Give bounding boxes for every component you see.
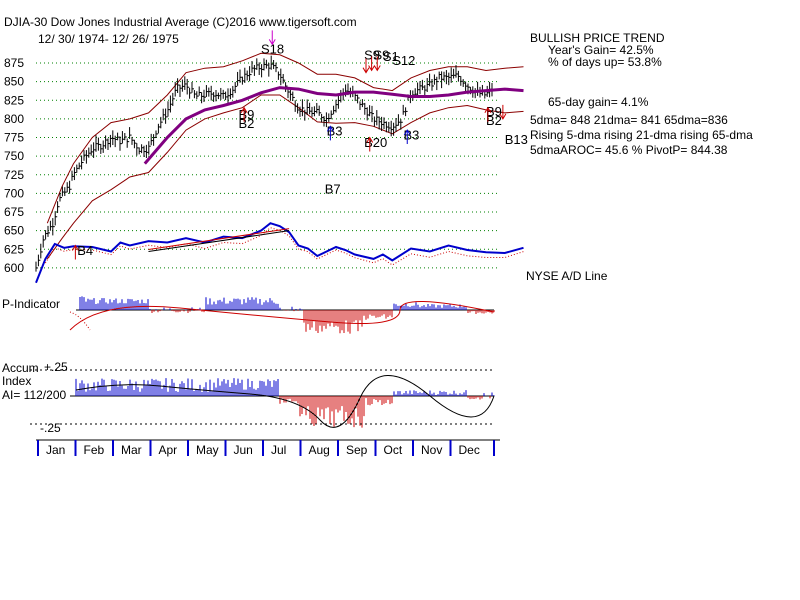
signal-arrow-down [368,56,376,72]
signal-label-b20: B20 [364,135,387,150]
x-tick-label-feb: Feb [84,443,105,457]
plus-025-label: +.25 [44,360,68,374]
y-tick-label-775: 775 [4,131,24,145]
signal-label-s12: S12 [392,53,415,68]
x-tick-label-jan: Jan [46,443,65,457]
signal-arrow-down [499,104,507,120]
ma65-group [143,86,524,165]
signal-arrow-up [71,244,79,260]
y-tick-label-700: 700 [4,186,24,200]
x-tick-label-jun: Jun [234,443,253,457]
signal-label-b2: B2 [486,113,502,128]
y-tick-label-750: 750 [4,149,24,163]
rising-dma: Rising 5-dma rising 21-dma rising 65-dma [530,128,753,142]
signal-label-b3: B3 [404,128,420,143]
days-up: % of days up= 53.8% [548,55,662,69]
price-bars [35,55,494,272]
signal-label-b9: B9 [486,104,502,119]
x-tick-label-apr: Apr [159,443,178,457]
ad-line-label: NYSE A/D Line [526,269,608,283]
gain-65-day: 65-day gain= 4.1% [548,95,649,109]
p-indicator-label: P-Indicator [2,297,60,311]
ad-trendline [148,230,290,252]
dma-values: 5dma= 848 21dma= 841 65dma=836 [530,113,728,127]
x-tick-label-oct: Oct [384,443,403,457]
y-tick-label-675: 675 [4,205,24,219]
signal-label-s1: S1 [383,49,399,64]
signal-label-b4: B4 [77,243,93,258]
signal-label-s18: S18 [261,41,284,56]
minus-025-label: -.25 [40,421,61,435]
signal-label-s9: S9 [364,47,380,62]
x-tick-label-mar: Mar [121,443,142,457]
accum-label: Accum [2,361,39,375]
chart-date-range: 12/ 30/ 1974- 12/ 26/ 1975 [38,32,179,46]
price-grid [36,62,500,269]
p-indicator-dots [69,311,91,331]
accum-ma [75,375,495,428]
y-tick-label-725: 725 [4,168,24,182]
trend-label: BULLISH PRICE TREND [530,31,665,45]
signal-arrow-up [403,129,411,145]
signal-label-b2: B2 [239,116,255,131]
price-bands [46,52,524,260]
x-tick-label-dec: Dec [459,443,480,457]
years-gain: Year's Gain= 42.5% [548,43,654,57]
upper-band-line [46,52,524,224]
y-tick-label-825: 825 [4,93,24,107]
signal-arrow-up [366,136,374,152]
signal-arrow-up [326,125,334,141]
ad-line-ma [44,227,524,266]
ad-trendline-shadow [148,228,290,250]
y-tick-label-875: 875 [4,56,24,70]
x-tick-label-may: May [196,443,219,457]
accum-index-panel [30,369,495,428]
p-indicator-ma [69,300,495,331]
index-label: Index [2,374,31,388]
x-tick-label-jul: Jul [271,443,286,457]
signal-arrow-up [240,106,248,122]
aroc-pivot: 5dmaAROC= 45.6 % PivotP= 844.38 [530,143,728,157]
p-indicator-panel [69,296,495,334]
signal-arrow-up [484,106,492,122]
x-tick-label-aug: Aug [309,443,330,457]
signal-label-b7: B7 [325,181,341,196]
y-tick-label-800: 800 [4,112,24,126]
signal-arrow-down [362,58,370,74]
y-axis-ticks: 600 625 650 675 700 725 750 775 800 825 850 875 [4,56,24,275]
signal-label-b13: B13 [505,132,528,147]
y-tick-label-600: 600 [4,261,24,275]
y-tick-label-625: 625 [4,242,24,256]
x-axis: Jan Feb Mar Apr May Jun Jul Aug Sep Oct Nov Dec [36,439,500,457]
y-tick-label-850: 850 [4,75,24,89]
ad-line-group [35,222,524,284]
x-tick-label-nov: Nov [421,443,442,457]
chart-title: DJIA-30 Dow Jones Industrial Average (C)… [4,15,357,29]
lower-band-line [46,94,524,260]
signal-label-b3: B3 [327,123,343,138]
ai-label: AI= 112/200 [2,388,66,402]
signal-arrow-down [268,30,276,46]
ma65-line [143,86,524,165]
x-tick-label-sep: Sep [346,443,368,457]
signal-arrow-down [373,56,381,72]
y-tick-label-650: 650 [4,224,24,238]
